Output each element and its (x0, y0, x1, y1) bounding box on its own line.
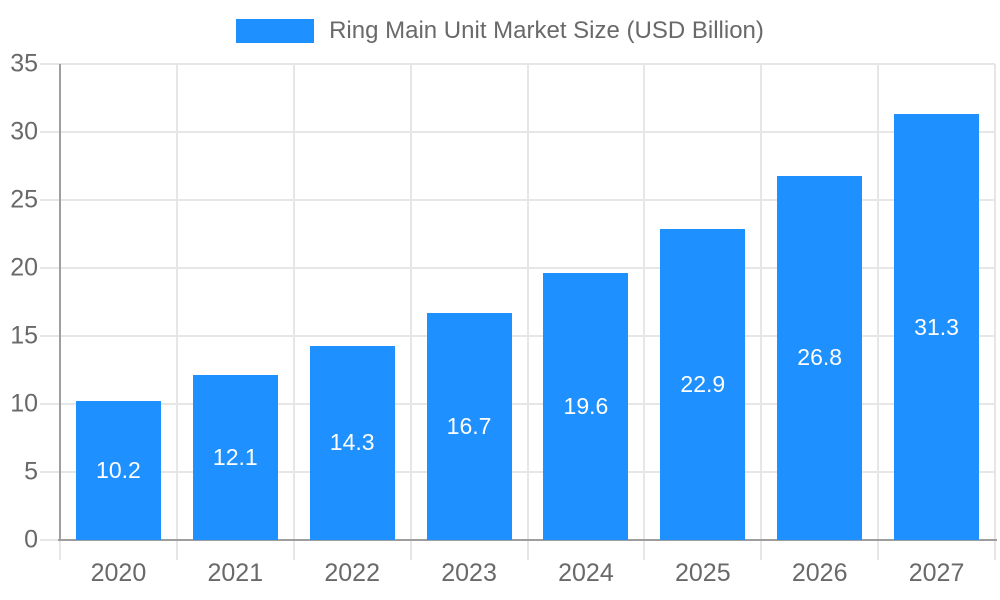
v-gridline (760, 64, 763, 560)
bar-value-label: 22.9 (680, 370, 726, 397)
legend-label: Ring Main Unit Market Size (USD Billion) (329, 17, 764, 44)
v-gridline (643, 64, 646, 560)
bar: 31.3 (894, 114, 980, 540)
bar: 12.1 (192, 375, 278, 540)
bar: 10.2 (75, 401, 161, 540)
bar: 26.8 (777, 175, 863, 540)
y-axis-line (59, 64, 61, 540)
bar: 14.3 (309, 345, 395, 540)
h-gridline (40, 403, 995, 405)
bar-value-label: 19.6 (563, 393, 609, 420)
x-axis-tick-label: 2022 (324, 559, 380, 587)
h-gridline (40, 335, 995, 337)
x-axis-line (58, 539, 997, 541)
x-axis-tick-label: 2027 (908, 559, 965, 587)
x-axis-tick-label: 2020 (90, 559, 147, 587)
v-gridline (175, 64, 178, 560)
y-axis-tick-label: 15 (10, 321, 38, 350)
x-axis-tick-label: 2025 (675, 559, 731, 587)
y-axis-tick-label: 30 (10, 117, 38, 146)
y-axis-tick-label: 35 (10, 49, 38, 78)
bar-value-label: 12.1 (212, 444, 258, 471)
bar-value-label: 10.2 (96, 457, 141, 484)
bar-value-label: 16.7 (446, 412, 492, 439)
h-gridline (40, 267, 995, 269)
h-gridline (40, 199, 995, 201)
legend: Ring Main Unit Market Size (USD Billion) (0, 16, 1000, 46)
h-gridline (40, 131, 995, 133)
y-axis-tick-label: 5 (24, 457, 38, 486)
y-axis-tick-label: 25 (10, 185, 38, 214)
bar: 22.9 (660, 228, 746, 540)
x-axis-tick-label: 2026 (791, 559, 848, 587)
bar-value-label: 14.3 (329, 429, 375, 456)
legend-swatch (236, 19, 315, 43)
v-gridline (409, 64, 412, 560)
y-axis-tick-label: 0 (24, 525, 38, 554)
y-axis-tick-label: 10 (10, 389, 38, 418)
v-gridline (526, 64, 529, 560)
x-axis-tick-label: 2024 (558, 559, 614, 587)
v-gridline (877, 64, 880, 560)
h-gridline (40, 63, 995, 65)
h-gridline (40, 471, 995, 473)
bar: 19.6 (543, 273, 629, 540)
x-axis-tick-label: 2023 (441, 559, 497, 587)
bar-value-label: 31.3 (914, 313, 959, 340)
x-axis-tick-label: 2021 (207, 559, 264, 587)
v-gridline (292, 64, 295, 560)
bar: 16.7 (426, 312, 512, 540)
v-gridline (994, 64, 996, 560)
y-axis-tick-label: 20 (10, 253, 38, 282)
bar-value-label: 26.8 (797, 344, 843, 371)
